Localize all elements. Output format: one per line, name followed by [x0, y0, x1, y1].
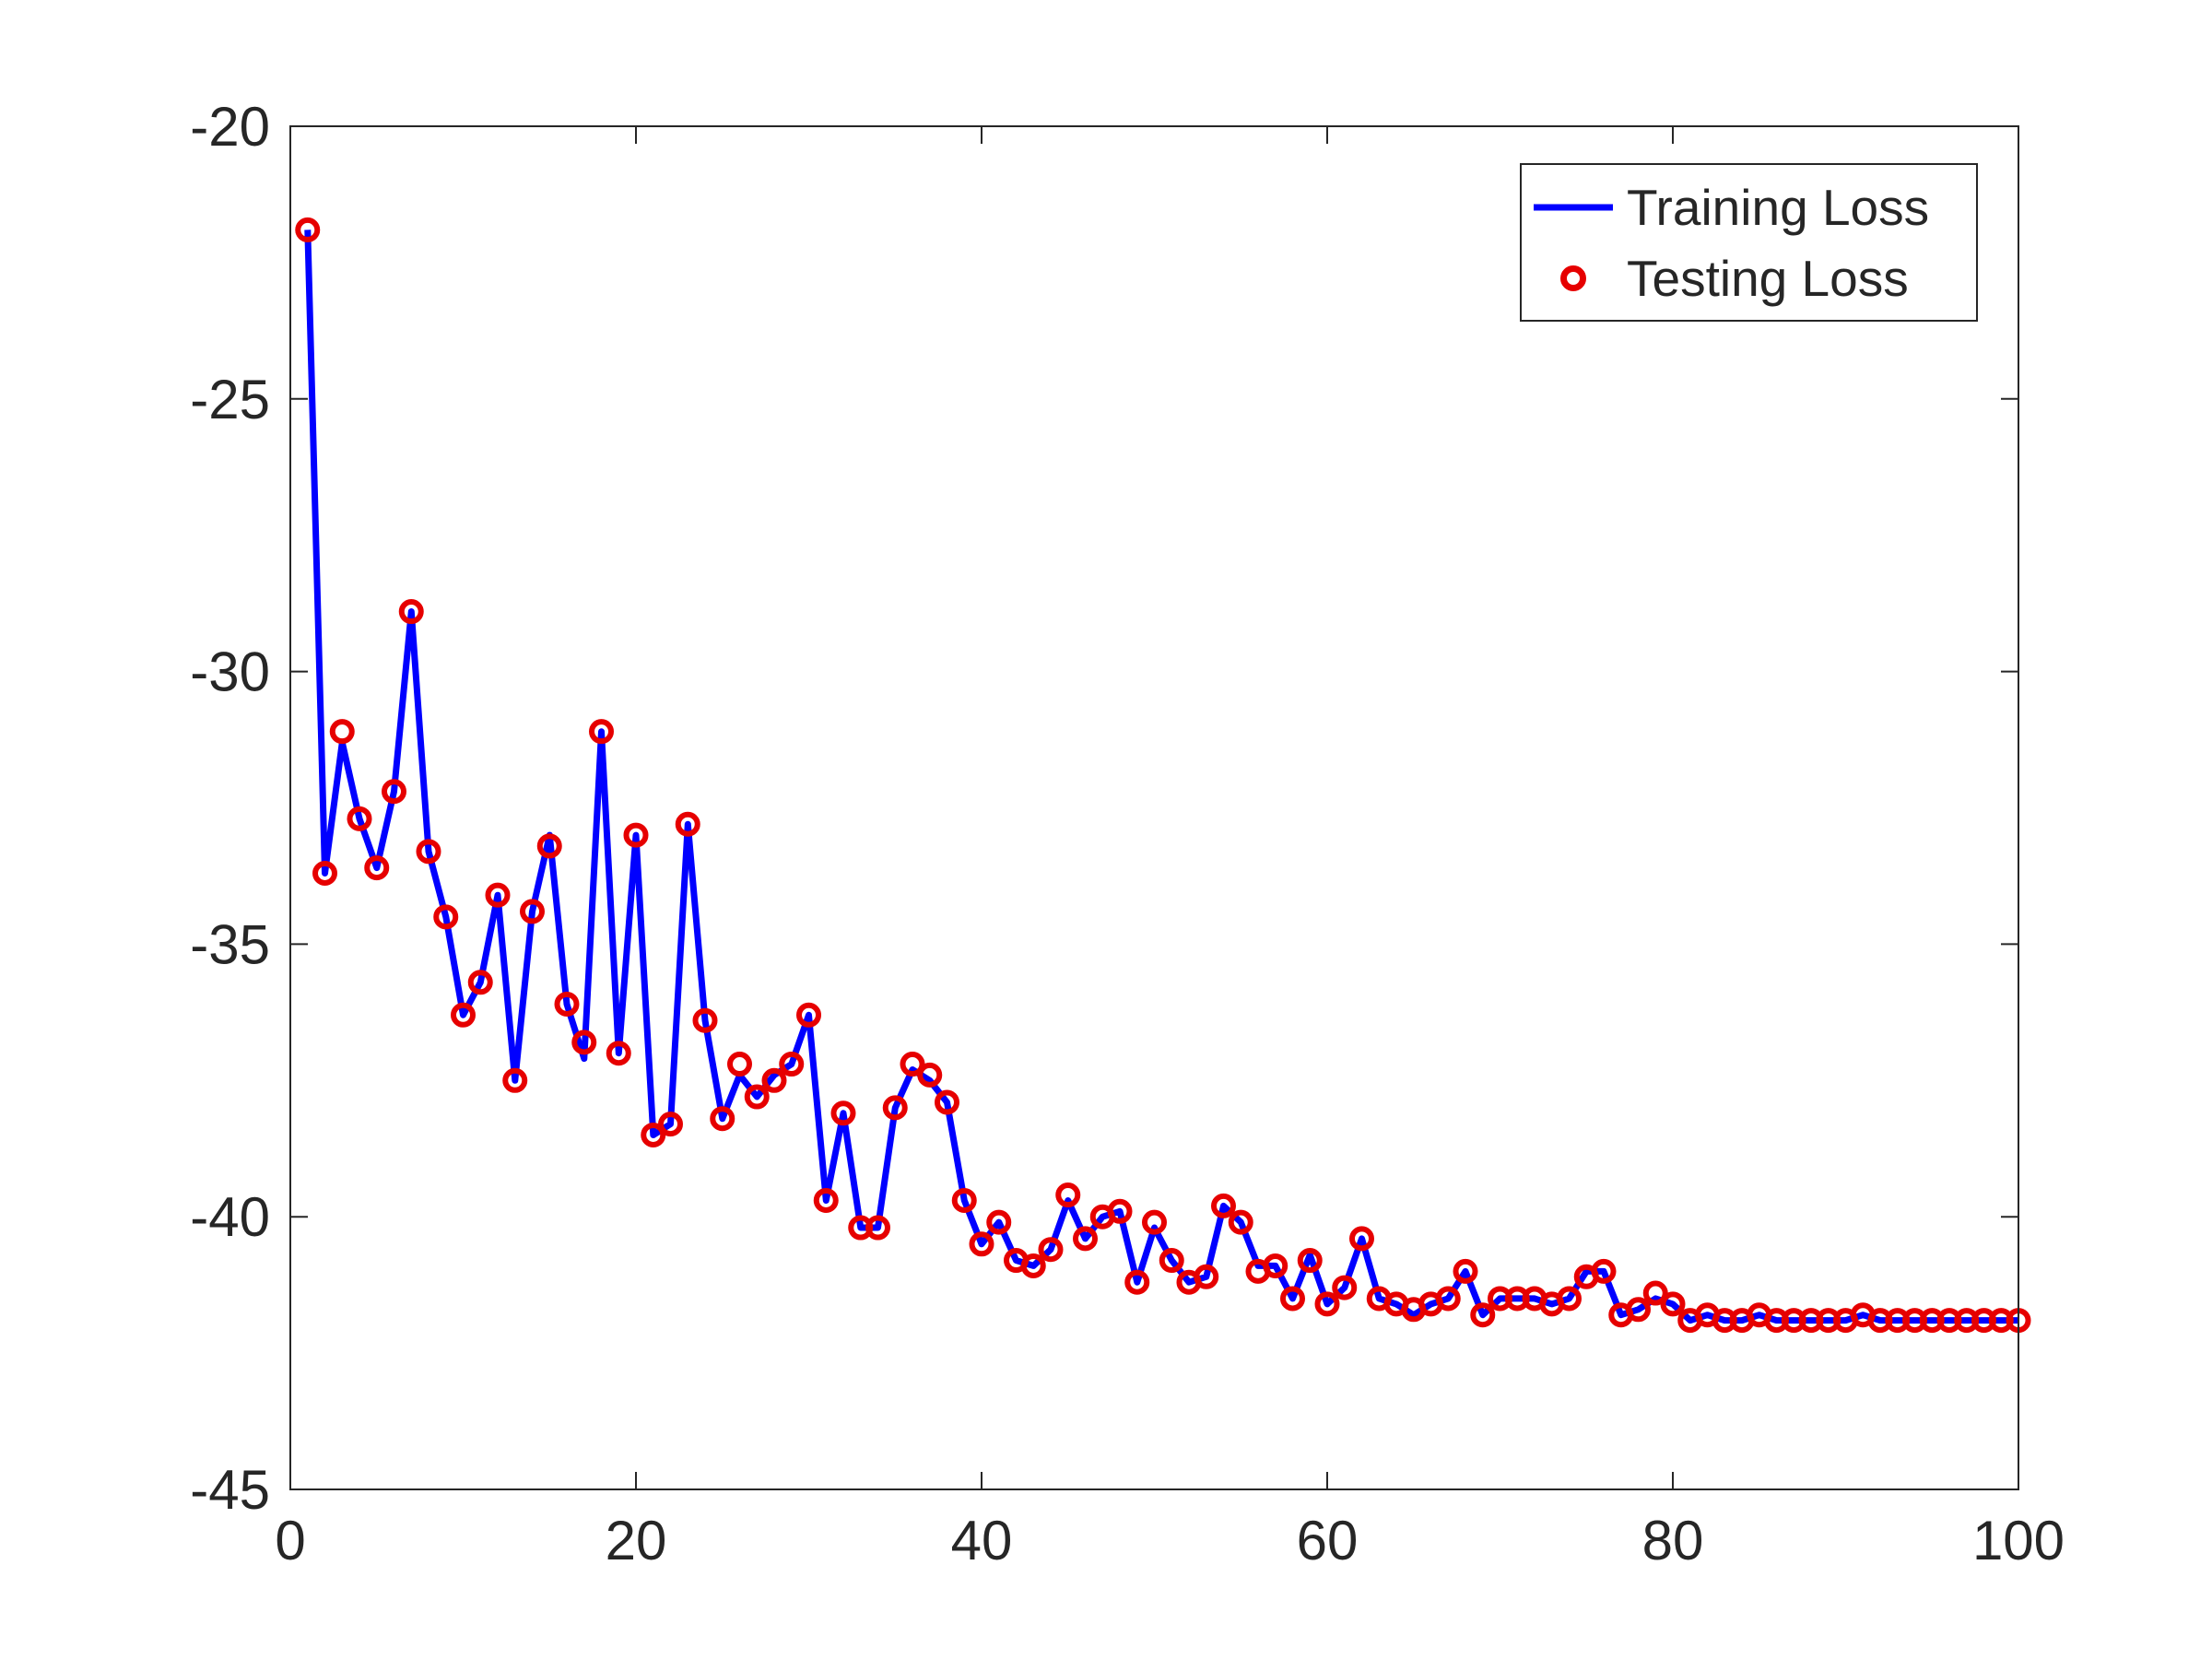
- testing-loss-marker: [882, 1095, 908, 1121]
- testing-loss-marker: [1055, 1182, 1081, 1208]
- testing-loss-marker: [692, 1007, 718, 1033]
- testing-loss-marker: [1142, 1209, 1167, 1235]
- testing-loss-marker: [779, 1052, 805, 1077]
- testing-loss-marker: [1020, 1253, 1046, 1278]
- testing-loss-marker: [865, 1215, 890, 1241]
- testing-loss-marker: [1263, 1253, 1288, 1278]
- x-tick-label: 0: [275, 1510, 305, 1571]
- testing-loss-marker: [1557, 1286, 1582, 1312]
- legend-box: [1520, 163, 1978, 322]
- testing-loss-marker: [969, 1231, 994, 1257]
- legend-label-testing: Testing Loss: [1627, 250, 1909, 307]
- testing-loss-marker: [796, 1002, 821, 1028]
- testing-loss-marker: [1211, 1193, 1236, 1218]
- testing-loss-marker: [744, 1084, 770, 1110]
- testing-loss-marker: [451, 1002, 476, 1028]
- y-tick-label: -25: [190, 369, 270, 430]
- testing-loss-marker: [1642, 1280, 1668, 1306]
- testing-loss-marker: [1626, 1297, 1651, 1323]
- x-tick-label: 60: [1297, 1510, 1359, 1571]
- testing-loss-marker: [935, 1089, 959, 1115]
- testing-loss-marker: [382, 779, 406, 805]
- y-tick-label: -40: [190, 1186, 270, 1248]
- testing-loss-marker: [312, 860, 337, 886]
- x-tick-label: 80: [1642, 1510, 1704, 1571]
- testing-loss-marker: [1314, 1291, 1340, 1317]
- testing-loss-marker: [1453, 1258, 1478, 1284]
- y-tick-label: -35: [190, 913, 270, 975]
- y-tick-label: -30: [190, 641, 270, 703]
- legend-label-training: Training Loss: [1627, 179, 1929, 236]
- plot-frame: [289, 125, 2019, 1490]
- testing-loss-marker: [329, 719, 355, 745]
- testing-loss-marker: [710, 1106, 735, 1132]
- testing-loss-marker: [1660, 1291, 1686, 1317]
- x-tick-label: 20: [606, 1510, 667, 1571]
- legend: Training Loss Testing Loss: [1520, 163, 1978, 322]
- testing-loss-marker: [623, 822, 649, 848]
- testing-loss-marker: [641, 1122, 666, 1147]
- testing-loss-marker: [1280, 1286, 1305, 1312]
- y-tick-label: -20: [190, 96, 270, 158]
- testing-loss-marker: [520, 899, 545, 924]
- y-tick-label: -45: [190, 1459, 270, 1521]
- testing-loss-marker: [1228, 1209, 1253, 1235]
- testing-loss-marker: [761, 1067, 787, 1093]
- x-tick-label: 40: [951, 1510, 1013, 1571]
- testing-loss-marker: [727, 1052, 752, 1077]
- testing-loss-marker: [536, 833, 562, 859]
- x-tick-label: 100: [1972, 1510, 2065, 1571]
- testing-loss-marker: [554, 991, 580, 1017]
- testing-loss-marker: [606, 1041, 631, 1066]
- testing-loss-marker: [1159, 1248, 1184, 1274]
- testing-loss-marker: [485, 882, 511, 908]
- testing-loss-marker: [675, 811, 700, 837]
- testing-loss-marker: [433, 904, 459, 930]
- x-tick-labels: 0 20 40 60 80 100: [275, 1510, 2065, 1571]
- testing-loss-marker: [295, 217, 321, 242]
- plot-area: [290, 126, 2018, 1489]
- testing-loss-marker: [347, 806, 372, 831]
- testing-loss-marker: [917, 1062, 943, 1088]
- testing-loss-marker: [1470, 1302, 1496, 1328]
- testing-loss-marker: [398, 599, 424, 625]
- y-tick-labels: -20 -25 -30 -35 -40 -45: [190, 96, 270, 1521]
- testing-loss-marker: [1591, 1258, 1617, 1284]
- testing-loss-marker: [1332, 1275, 1358, 1300]
- testing-loss-marker: [467, 970, 493, 995]
- series-layer: [295, 217, 2031, 1334]
- testing-loss-marker: [1194, 1264, 1219, 1289]
- testing-loss-marker: [1073, 1226, 1098, 1252]
- testing-loss-marker: [1297, 1248, 1323, 1274]
- legend-testing-marker-sample: [1560, 265, 1586, 291]
- testing-loss-marker: [1107, 1198, 1133, 1224]
- testing-loss-marker: [571, 1030, 597, 1055]
- testing-loss-marker: [830, 1100, 856, 1126]
- testing-loss-marker: [1435, 1286, 1461, 1312]
- testing-loss-marker: [813, 1187, 839, 1213]
- testing-loss-marker: [1038, 1237, 1064, 1263]
- testing-loss-marker: [502, 1067, 528, 1093]
- testing-loss-marker: [951, 1187, 977, 1213]
- testing-loss-marker: [900, 1052, 925, 1077]
- testing-loss-marker: [1124, 1269, 1150, 1295]
- testing-loss-marker: [658, 1112, 683, 1137]
- testing-loss-marker: [589, 719, 614, 745]
- testing-loss-marker: [1349, 1226, 1374, 1252]
- testing-loss-marker: [364, 855, 390, 881]
- testing-loss-marker: [416, 839, 441, 865]
- testing-loss-marker: [986, 1209, 1012, 1235]
